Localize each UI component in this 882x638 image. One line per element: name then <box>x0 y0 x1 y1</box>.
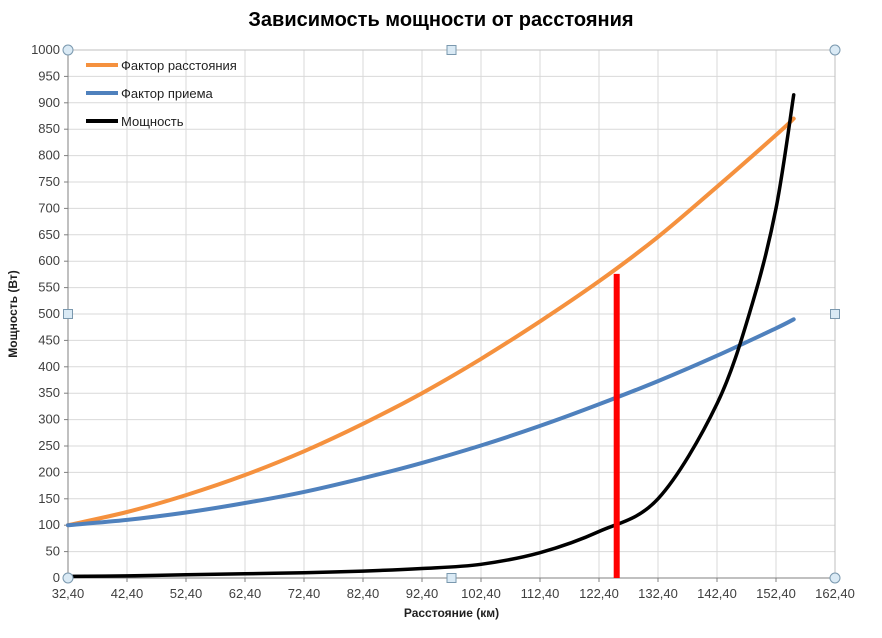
x-tick-label: 32,40 <box>52 586 85 601</box>
x-tick-label: 112,40 <box>521 586 560 601</box>
selection-corner-handle[interactable] <box>62 572 74 584</box>
y-tick-label: 0 <box>53 570 60 585</box>
y-axis-title: Мощность (Вт) <box>6 270 20 358</box>
x-tick-label: 162,40 <box>815 586 855 601</box>
x-tick-label: 82,40 <box>347 586 380 601</box>
x-tick-label: 72,40 <box>288 586 321 601</box>
x-tick-label: 132,40 <box>638 586 678 601</box>
y-tick-label: 300 <box>38 412 60 427</box>
legend-item-power[interactable]: Мощность <box>86 107 237 135</box>
y-tick-label: 250 <box>38 438 60 453</box>
legend-item-reception-factor[interactable]: Фактор приема <box>86 79 237 107</box>
legend-swatch-blue <box>86 91 118 95</box>
selection-corner-handle[interactable] <box>829 572 841 584</box>
x-tick-label: 152,40 <box>756 586 796 601</box>
y-tick-label: 900 <box>38 95 60 110</box>
y-tick-label: 100 <box>38 517 60 532</box>
legend-swatch-black <box>86 119 118 123</box>
y-tick-label: 600 <box>38 253 60 268</box>
x-axis-title: Расстояние (км) <box>403 606 500 620</box>
series-line-reception-factor[interactable] <box>66 317 796 528</box>
x-tick-label: 92,40 <box>406 586 439 601</box>
y-tick-label: 350 <box>38 385 60 400</box>
x-tick-label: 52,40 <box>170 586 203 601</box>
y-tick-label: 400 <box>38 359 60 374</box>
selection-edge-handle[interactable] <box>63 309 73 319</box>
y-tick-label: 700 <box>38 200 60 215</box>
x-tick-label: 102,40 <box>461 586 501 601</box>
y-tick-label: 200 <box>38 464 60 479</box>
series-line-distance-factor[interactable] <box>66 116 796 528</box>
chart-title: Зависимость мощности от расстояния <box>248 9 634 31</box>
y-tick-label: 850 <box>38 121 60 136</box>
legend-item-distance-factor[interactable]: Фактор расстояния <box>86 51 237 79</box>
y-tick-label: 150 <box>38 491 60 506</box>
selection-edge-handle[interactable] <box>446 45 457 55</box>
selection-edge-handle[interactable] <box>446 573 457 583</box>
y-tick-label: 50 <box>46 544 60 559</box>
selection-edge-handle[interactable] <box>830 309 840 319</box>
y-tick-label: 950 <box>38 68 60 83</box>
x-tick-label: 62,40 <box>229 586 262 601</box>
selection-corner-handle[interactable] <box>829 44 841 56</box>
y-tick-label: 550 <box>38 280 60 295</box>
selection-corner-handle[interactable] <box>62 44 74 56</box>
y-tick-label: 1000 <box>31 42 60 57</box>
legend[interactable]: Фактор расстояния Фактор приема Мощность <box>86 51 237 135</box>
y-tick-label: 750 <box>38 174 60 189</box>
legend-label: Мощность <box>121 113 184 129</box>
y-tick-label: 800 <box>38 148 60 163</box>
legend-label: Фактор расстояния <box>121 57 237 73</box>
x-tick-label: 42,40 <box>111 586 144 601</box>
series-line-power[interactable] <box>66 93 796 579</box>
x-tick-label: 122,40 <box>579 586 619 601</box>
legend-swatch-orange <box>86 63 118 67</box>
y-tick-label: 650 <box>38 227 60 242</box>
legend-label: Фактор приема <box>121 85 213 101</box>
y-tick-label: 450 <box>38 332 60 347</box>
x-tick-label: 142,40 <box>697 586 737 601</box>
y-tick-label: 500 <box>38 306 60 321</box>
